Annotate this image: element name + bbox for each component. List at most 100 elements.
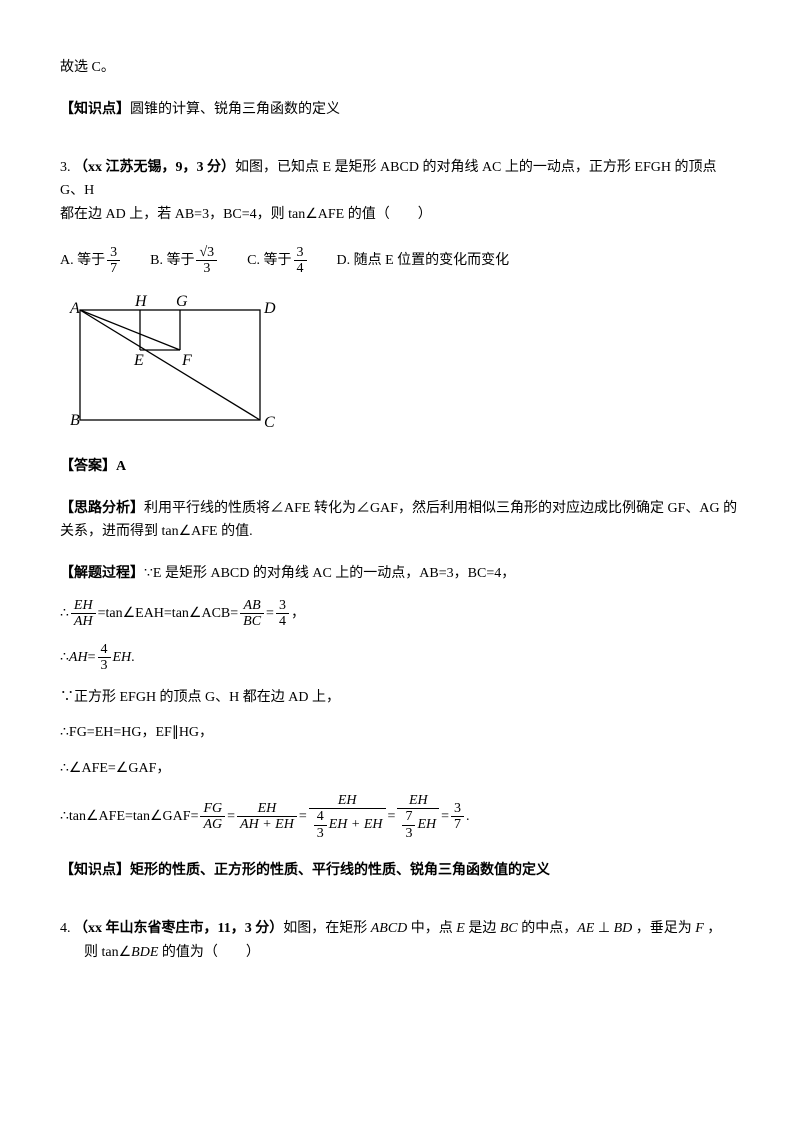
q4-s1k: ，垂足为	[632, 921, 695, 936]
q4-number: 4.	[60, 921, 71, 936]
q3-stem-line2: 都在边 AD 上，若 AB=3，BC=4，则 tan∠AFE 的值（ ）	[60, 207, 432, 222]
frac-den: 7 3 EH	[397, 808, 439, 841]
frac-3-4: 3 4	[276, 598, 289, 630]
q4-s1e: 是边	[465, 921, 500, 936]
frac-den: 3	[314, 825, 327, 841]
frac-num: 4	[314, 809, 327, 824]
frac-num: AB	[240, 598, 264, 613]
eq3: =	[388, 805, 396, 829]
q3-figure: A B C D H G E F	[60, 295, 740, 435]
svg-text:E: E	[133, 352, 144, 369]
q3-solution-l3: ∴ AH = 4 3 EH .	[60, 642, 740, 674]
q4-stem-line2: 则 tan∠BDE 的值为（ ）	[60, 941, 740, 965]
frac-den: 4 3 EH + EH	[309, 808, 386, 841]
sol-text-1: ∵E 是矩形 ABCD 的对角线 AC 上的一动点，AB=3，BC=4，	[144, 566, 515, 581]
q3-option-d: D. 随点 E 位置的变化而变化	[337, 249, 510, 273]
eq2: =	[299, 805, 307, 829]
kp1-label: 【知识点】	[60, 102, 130, 117]
opt-a-prefix: A. 等于	[60, 249, 105, 273]
sol-l7-pre: ∴tan∠AFE=tan∠GAF=	[60, 805, 198, 829]
prev-answer-line: 故选 C。	[60, 56, 740, 80]
frac-den: 4	[294, 260, 307, 276]
frac-num: EH	[71, 598, 96, 613]
opt-b-fraction: √3 3	[196, 245, 217, 277]
opt-c-prefix: C. 等于	[247, 249, 291, 273]
analysis-text: 利用平行线的性质将∠AFE 转化为∠GAF，然后利用相似三角形的对应边成比例确定…	[60, 501, 737, 540]
frac-num: EH	[397, 793, 439, 808]
frac-ab-bc: AB BC	[240, 598, 264, 630]
frac-num: 3	[451, 801, 464, 816]
therefore-1: ∴	[60, 602, 69, 626]
svg-text:A: A	[69, 300, 80, 317]
frac-den: AG	[200, 816, 225, 832]
solution-label: 【解题过程】	[60, 566, 144, 581]
frac-num: 3	[294, 245, 307, 260]
q4-stem: 4. （xx 年山东省枣庄市，11，3 分）如图，在矩形 ABCD 中，点 E …	[60, 917, 740, 965]
therefore-2: ∴	[60, 646, 69, 670]
q4-abcd: ABCD	[371, 921, 408, 936]
eq4: =	[441, 805, 449, 829]
frac-den: 3	[196, 260, 217, 276]
frac-num: FG	[200, 801, 225, 816]
sol-l2-eq: =	[266, 602, 274, 626]
svg-text:B: B	[70, 412, 80, 429]
svg-text:C: C	[264, 414, 275, 431]
q3-options: A. 等于 3 7 B. 等于 √3 3 C. 等于 3 4 D. 随点 E 位…	[60, 245, 740, 277]
frac-den: 3	[402, 825, 415, 841]
answer-label: 【答案】	[60, 459, 116, 474]
q3-analysis: 【思路分析】利用平行线的性质将∠AFE 转化为∠GAF，然后利用相似三角形的对应…	[60, 497, 740, 545]
q3-solution-l7: ∴tan∠AFE=tan∠GAF= FG AG = EH AH + EH = E…	[60, 793, 740, 841]
q4-bc: BC	[500, 921, 518, 936]
q3-solution-l2: ∴ EH AH =tan∠EAH=tan∠ACB= AB BC = 3 4 ，	[60, 598, 740, 630]
frac-den: 7	[451, 816, 464, 832]
svg-text:G: G	[176, 295, 188, 310]
sol-l2-end: ，	[291, 602, 305, 626]
svg-text:D: D	[263, 300, 276, 317]
frac-4-3: 4 3	[98, 642, 111, 674]
frac-num: 4	[98, 642, 111, 657]
q4-ae: AE	[577, 921, 594, 936]
q3-answer: 【答案】A	[60, 455, 740, 479]
frac-den: 4	[276, 613, 289, 629]
kp1-text: 圆锥的计算、锐角三角函数的定义	[130, 102, 340, 117]
frac-3-7: 3 7	[451, 801, 464, 833]
q3-solution-l1: 【解题过程】∵E 是矩形 ABCD 的对角线 AC 上的一动点，AB=3，BC=…	[60, 562, 740, 586]
opt-b-prefix: B. 等于	[150, 249, 194, 273]
q4-bd: BD	[614, 921, 633, 936]
frac-num: 3	[276, 598, 289, 613]
analysis-label: 【思路分析】	[60, 501, 144, 516]
kp2-text: 矩形的性质、正方形的性质、平行线的性质、锐角三角函数值的定义	[130, 863, 550, 878]
frac-den: BC	[240, 613, 264, 629]
q3-option-a: A. 等于 3 7	[60, 245, 122, 277]
q3-solution-l5: ∴FG=EH=HG，EF∥HG，	[60, 721, 740, 745]
frac-eh-73eh: EH 7 3 EH	[397, 793, 439, 841]
svg-text:H: H	[134, 295, 148, 310]
q4-s1a: 如图，在矩形	[283, 921, 371, 936]
frac-den: 3	[98, 657, 111, 673]
frac-num: √3	[196, 245, 217, 260]
q3-stem: 3. （xx 江苏无锡，9，3 分）如图，已知点 E 是矩形 ABCD 的对角线…	[60, 156, 740, 227]
answer-value: A	[116, 459, 126, 474]
q4-f: F	[695, 921, 704, 936]
q3-option-c: C. 等于 3 4	[247, 245, 308, 277]
eq1: =	[227, 805, 235, 829]
frac-fg-ag: FG AG	[200, 801, 225, 833]
frac-den: AH	[71, 613, 96, 629]
q4-perp: ⊥	[594, 921, 613, 936]
q3-number: 3.	[60, 160, 71, 175]
frac-num: 3	[107, 245, 120, 260]
frac-num: EH	[309, 793, 386, 808]
q4-s2c: 的值为（ ）	[158, 945, 260, 960]
sol-l3-period: .	[131, 646, 135, 670]
sol-l3-ah: AH	[69, 646, 88, 670]
frac-num: EH	[237, 801, 297, 816]
q4-s1g: 的中点，	[518, 921, 578, 936]
frac-num: 7	[402, 809, 415, 824]
q4-s1m: ，	[704, 921, 722, 936]
q3-option-b: B. 等于 √3 3	[150, 245, 219, 277]
kp2-label: 【知识点】	[60, 863, 130, 878]
sol-l7-period: .	[466, 805, 470, 829]
q3-solution-l6: ∴∠AFE=∠GAF，	[60, 757, 740, 781]
frac-den: 7	[107, 260, 120, 276]
q4-s1c: 中，点	[407, 921, 456, 936]
